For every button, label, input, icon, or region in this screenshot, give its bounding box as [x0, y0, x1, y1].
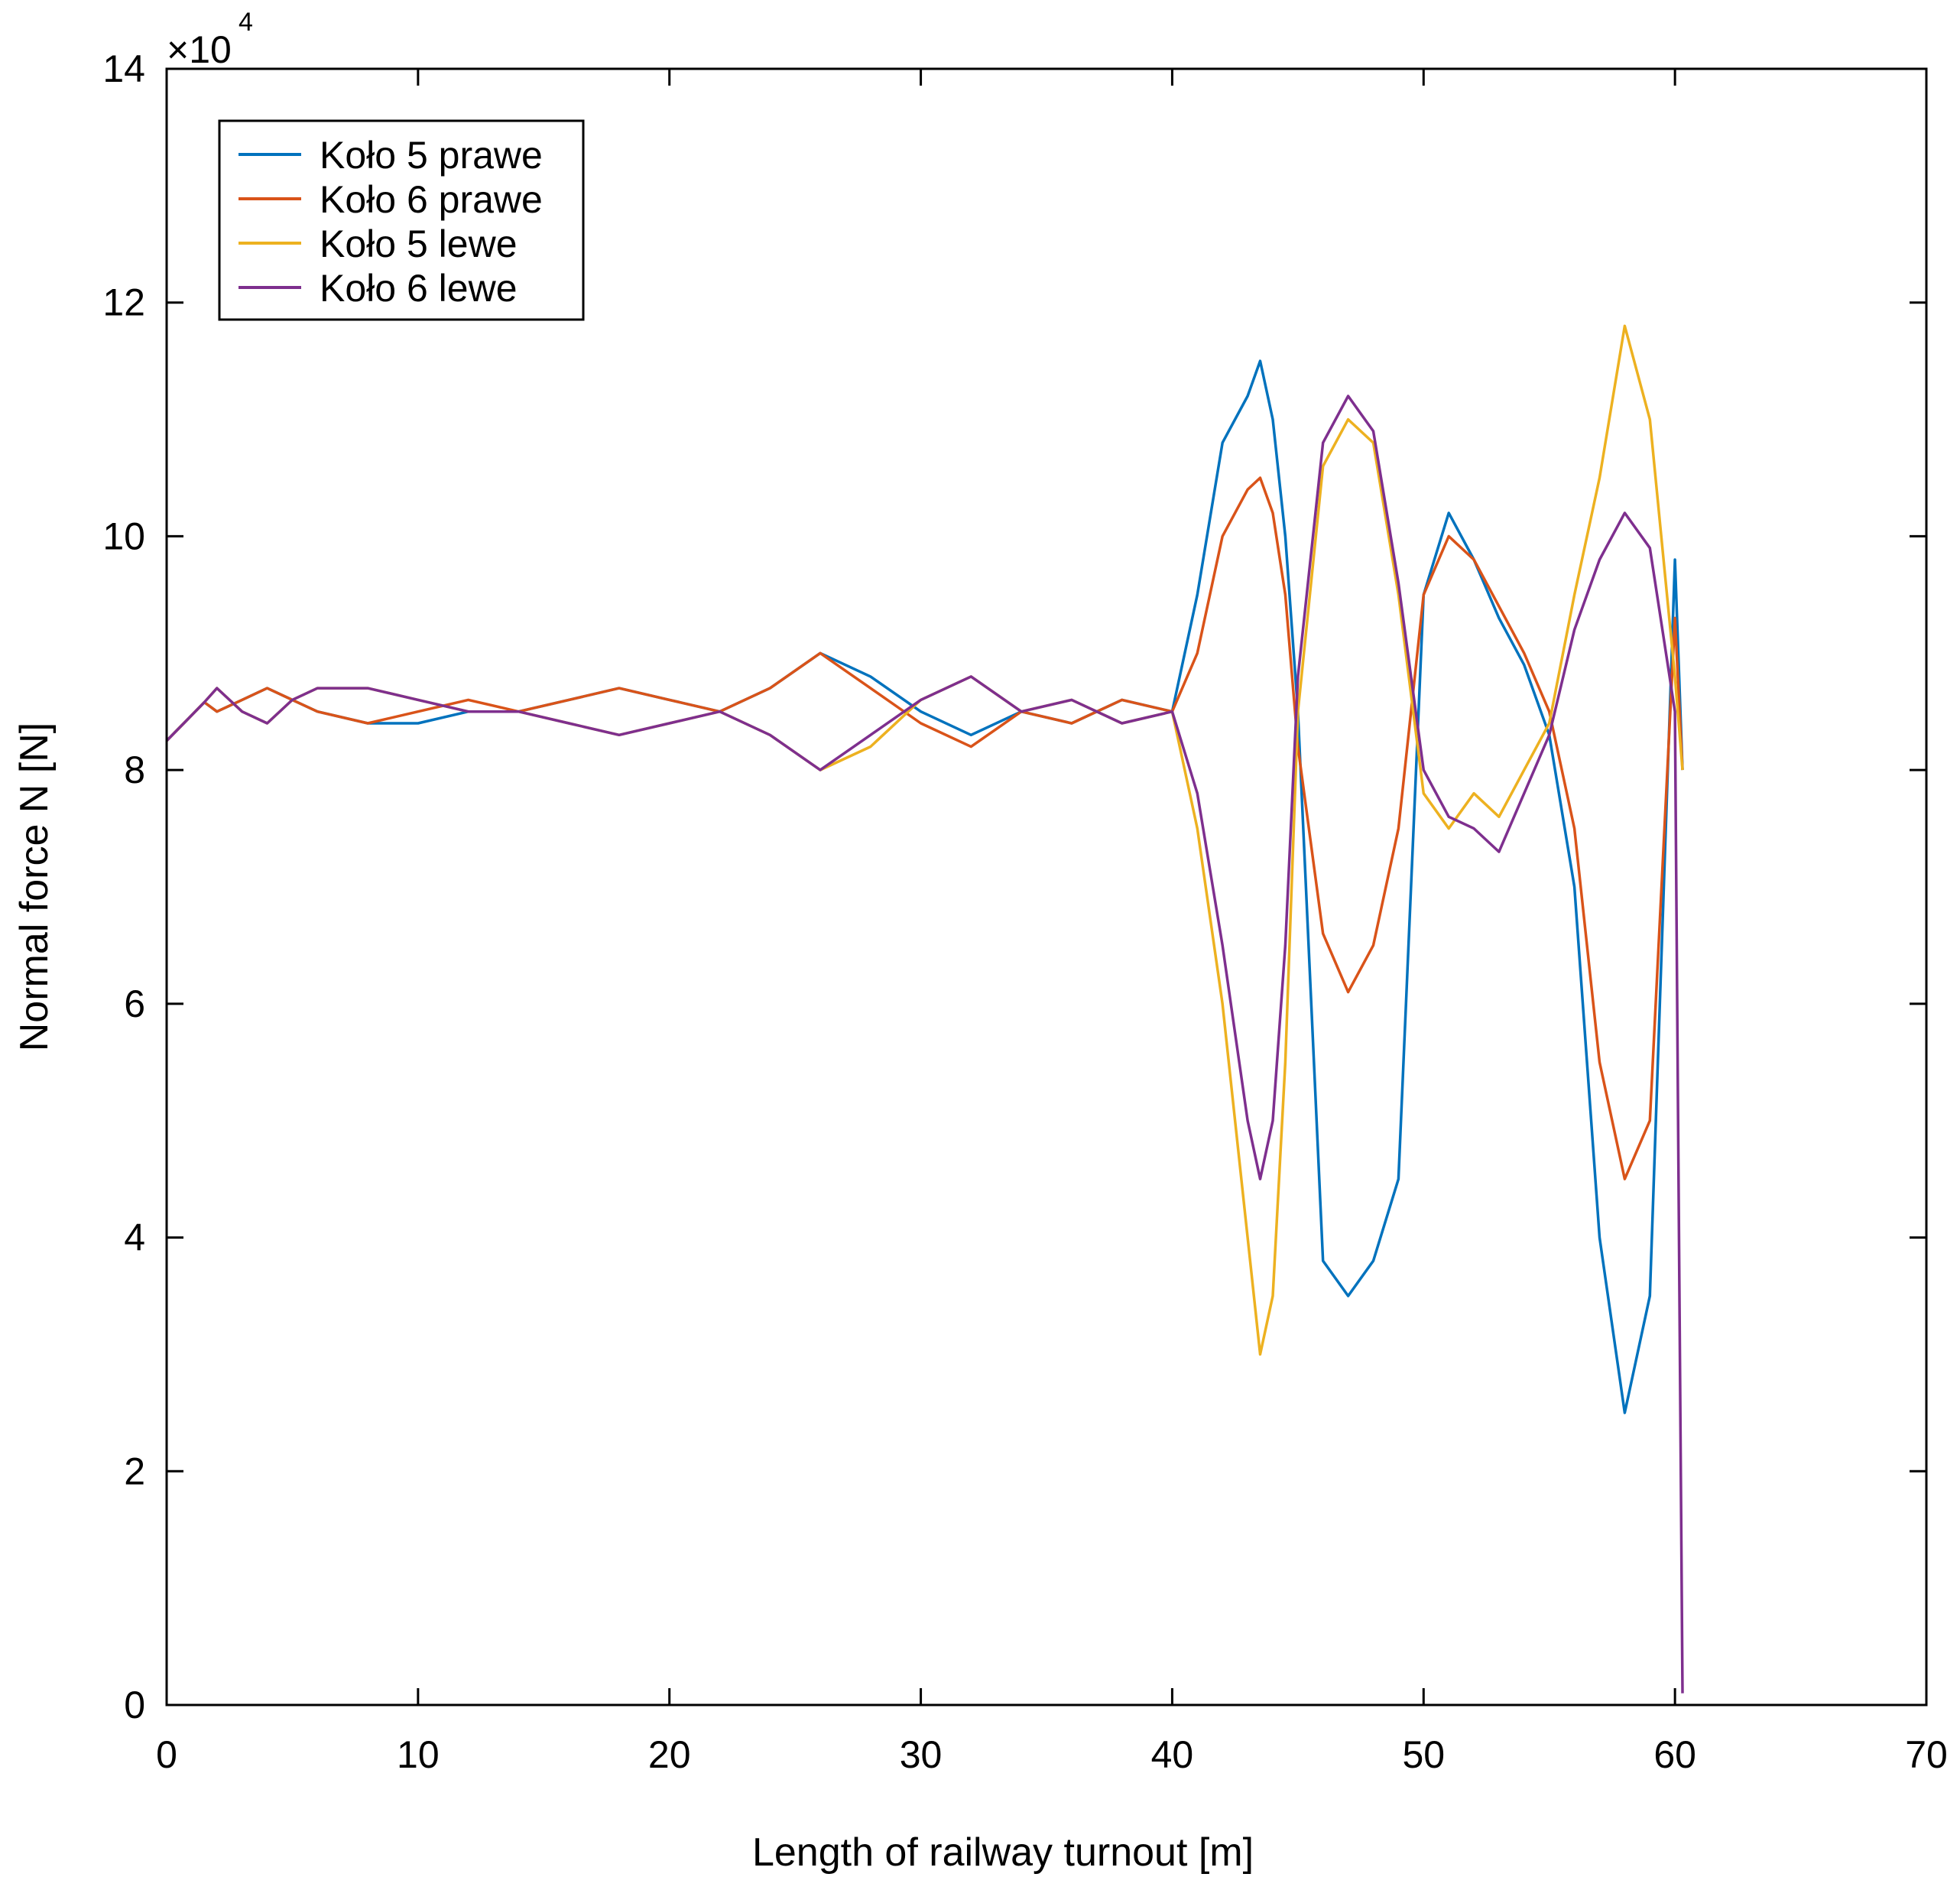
x-tick-label: 40: [1151, 1733, 1194, 1776]
series-line-4: [165, 395, 1684, 1694]
y-tick-label: 2: [124, 1450, 145, 1492]
x-tick-label: 50: [1402, 1733, 1445, 1776]
y-axis-label: Normal force N [N]: [12, 723, 57, 1052]
y-tick-label: 0: [124, 1684, 145, 1726]
x-tick-label: 70: [1905, 1733, 1948, 1776]
plot-background: [167, 69, 1926, 1705]
x-tick-label: 60: [1653, 1733, 1696, 1776]
legend-label: Koło 5 prawe: [320, 134, 543, 177]
y-tick-label: 10: [102, 515, 145, 557]
y-tick-label: 6: [124, 982, 145, 1025]
y-multiplier: ×10 4: [167, 8, 253, 71]
y-multiplier-exponent: 4: [239, 8, 253, 37]
y-multiplier-base: ×10: [167, 28, 232, 71]
x-tick-label: 30: [900, 1733, 943, 1776]
ticks-layer: 0 10 20 30 40 50 60 70 0 2 4 6 8 10 12 14: [102, 47, 1947, 1776]
x-tick-label: 10: [397, 1733, 440, 1776]
legend-label: Koło 5 lewe: [320, 222, 518, 265]
legend-label: Koło 6 lewe: [320, 267, 518, 310]
y-tick-label: 14: [102, 47, 145, 90]
x-axis-label: Length of railway turnout [m]: [752, 1830, 1254, 1875]
x-tick-label: 0: [156, 1733, 177, 1776]
series-layer: [165, 324, 1684, 1694]
y-tick-label: 12: [102, 281, 145, 324]
plot-frame: [165, 67, 1928, 1707]
y-tick-label: 4: [124, 1216, 145, 1259]
x-tick-label: 20: [648, 1733, 691, 1776]
legend-label: Koło 6 prawe: [320, 178, 543, 221]
y-tick-label: 8: [124, 749, 145, 791]
